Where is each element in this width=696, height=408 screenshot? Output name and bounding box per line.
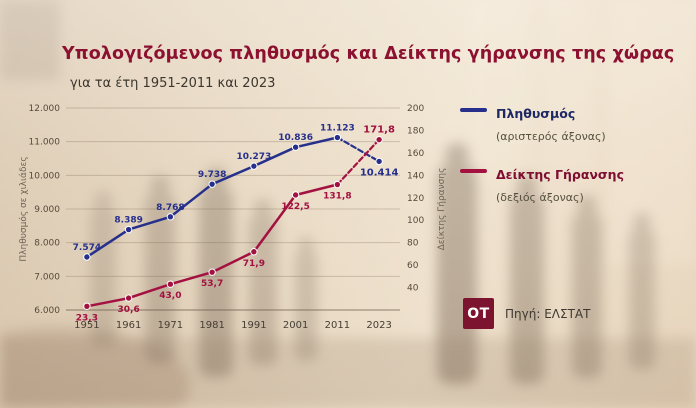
legend-label: Δείκτης Γήρανσης <box>496 167 624 183</box>
data-point <box>166 280 175 288</box>
left-axis-tick: 9.000 <box>34 205 60 215</box>
data-label: 10.836 <box>278 133 313 143</box>
right-axis-tick: 120 <box>407 194 424 204</box>
legend-item-aging-index: Δείκτης Γήρανσης (δεξιός άξονας) <box>460 163 680 206</box>
right-axis-tick: 80 <box>407 239 419 249</box>
data-label: 11.123 <box>320 124 355 134</box>
data-label: 7.574 <box>73 243 101 253</box>
data-label: 8.389 <box>114 216 142 226</box>
legend-label: Πληθυσμός <box>496 106 576 121</box>
legend-sublabel: (αριστερός άξονας) <box>496 129 606 143</box>
data-point <box>375 157 383 166</box>
x-axis-tick: 1981 <box>199 320 224 331</box>
data-label: 8.768 <box>156 203 184 213</box>
data-point <box>166 213 175 221</box>
right-axis-tick: 60 <box>407 261 419 271</box>
right-axis-title: Δείκτης Γήρανσης <box>437 168 447 251</box>
data-label: 131,8 <box>323 192 351 202</box>
right-axis-tick: 140 <box>407 171 424 181</box>
legend-swatch <box>460 169 487 173</box>
data-point <box>375 135 383 144</box>
legend-text: Δείκτης Γήρανσης (δεξιός άξονας) <box>496 163 624 206</box>
source-label: Πηγή: ΕΛΣΤΑΤ <box>505 306 591 321</box>
data-point <box>83 302 91 310</box>
data-point <box>124 225 133 234</box>
data-point <box>124 294 133 302</box>
x-axis-tick: 1951 <box>74 320 99 331</box>
x-axis-tick: 1971 <box>158 320 183 331</box>
dual-axis-line-chart: 12.000 11.000 10.000 9.000 8.000 7.000 6.000 20… <box>18 104 447 331</box>
data-label: 171,8 <box>363 125 395 136</box>
left-axis-tick: 6.000 <box>34 306 60 316</box>
chart-legend: Πληθυσμός (αριστερός άξονας) Δείκτης Γήραν… <box>460 102 680 224</box>
right-axis-tick: 100 <box>407 216 424 226</box>
data-label: 43,0 <box>159 291 181 301</box>
left-axis-tick: 11.000 <box>29 138 61 148</box>
x-axis-tick: 2001 <box>283 320 308 331</box>
data-label: 53,7 <box>201 279 223 289</box>
right-axis-tick: 160 <box>407 149 424 159</box>
data-point <box>250 162 258 170</box>
chart-title: Υπολογιζόμενος πληθυσμός και Δείκτης γήρ… <box>62 44 675 64</box>
legend-swatch <box>460 108 487 112</box>
data-point <box>291 191 300 199</box>
data-point <box>291 143 300 151</box>
left-axis-tick: 7.000 <box>34 272 60 282</box>
left-axis-tick: 12.000 <box>29 104 61 114</box>
population-line-projection <box>336 136 381 163</box>
data-label: 10.273 <box>237 152 272 162</box>
data-point <box>333 133 342 142</box>
right-axis-tick: 180 <box>407 126 424 136</box>
aging-index-line-projection <box>336 138 381 186</box>
right-axis-tick: 200 <box>407 104 424 114</box>
data-point <box>333 180 342 189</box>
data-label: 9.738 <box>198 170 226 180</box>
legend-text: Πληθυσμός (αριστερός άξονας) <box>496 102 606 145</box>
data-point <box>250 248 258 256</box>
left-axis-tick: 10.000 <box>29 171 61 181</box>
x-axis-tick: 2023 <box>366 320 391 331</box>
data-label: 23,3 <box>76 313 98 323</box>
x-axis-tick: 1961 <box>116 320 141 331</box>
left-axis-title: Πληθυσμός σε χιλιάδες <box>18 156 29 261</box>
data-point <box>208 180 216 188</box>
data-label: 30,6 <box>118 305 140 315</box>
ot-logo: OT <box>463 298 494 329</box>
x-axis-tick: 1991 <box>241 320 266 331</box>
right-axis-tick: 40 <box>407 284 419 294</box>
data-point <box>208 268 216 276</box>
data-point <box>83 253 91 261</box>
population-line <box>85 136 339 259</box>
data-label: 10.414 <box>360 167 399 178</box>
data-label: 122,5 <box>281 202 309 212</box>
chart-subtitle: για τα έτη 1951-2011 και 2023 <box>70 76 276 91</box>
left-axis-tick: 8.000 <box>34 239 60 249</box>
legend-item-population: Πληθυσμός (αριστερός άξονας) <box>460 102 680 145</box>
x-axis-tick: 2011 <box>325 320 350 331</box>
data-label: 71,9 <box>243 259 265 269</box>
source: OT Πηγή: ΕΛΣΤΑΤ <box>463 298 590 329</box>
legend-sublabel: (δεξιός άξονας) <box>496 190 584 204</box>
